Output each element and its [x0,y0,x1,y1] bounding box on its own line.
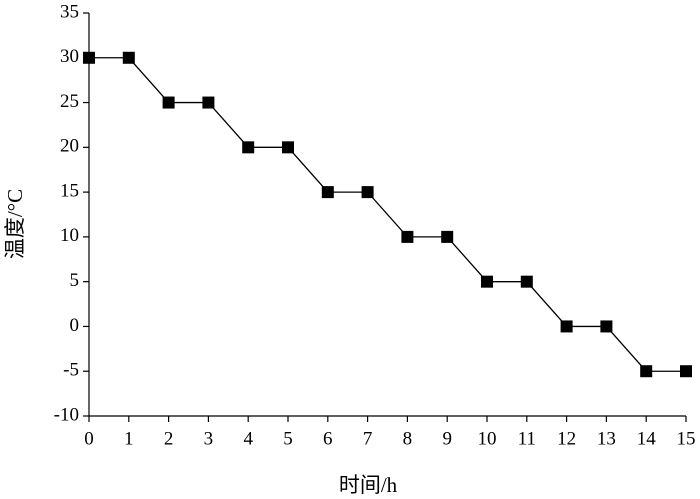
y-tick-label: -10 [54,404,79,425]
x-tick-label: 7 [363,428,373,449]
marker [202,96,215,109]
marker [600,320,613,333]
y-tick-label: 35 [60,1,79,22]
x-tick-label: 13 [597,428,616,449]
marker [640,365,653,378]
y-axis-label: 温度/°C [3,189,27,259]
y-tick-label: 15 [60,180,79,201]
y-tick-label: 5 [70,270,80,291]
x-tick-label: 8 [403,428,413,449]
marker [481,275,493,288]
marker [401,230,414,243]
x-tick-label: 3 [204,428,214,449]
marker [441,230,454,243]
x-tick-label: 9 [442,428,452,449]
marker [520,275,533,288]
x-tick-label: 15 [677,428,696,449]
marker [560,320,573,333]
x-axis-label: 时间/h [339,473,398,497]
x-tick-label: 2 [164,428,174,449]
x-tick-label: 4 [243,428,253,449]
y-tick-label: 10 [60,225,79,246]
marker [282,141,294,154]
x-tick-label: 6 [323,428,333,449]
y-tick-label: 0 [70,315,80,336]
marker [242,141,255,154]
x-tick-label: 12 [557,428,576,449]
x-tick-label: 0 [84,428,94,449]
x-tick-label: 5 [283,428,293,449]
marker [83,51,95,64]
x-tick-label: 10 [478,428,497,449]
marker [361,186,374,199]
x-tick-label: 1 [124,428,134,449]
y-tick-label: 20 [60,136,79,157]
marker [321,186,334,199]
marker [122,51,135,64]
y-tick-label: 25 [60,91,79,112]
y-tick-label: -5 [63,360,79,381]
x-tick-label: 14 [637,428,657,449]
y-tick-label: 30 [60,46,79,67]
marker [680,365,692,378]
line [89,57,686,372]
marker [162,96,175,109]
x-tick-label: 11 [518,428,536,449]
